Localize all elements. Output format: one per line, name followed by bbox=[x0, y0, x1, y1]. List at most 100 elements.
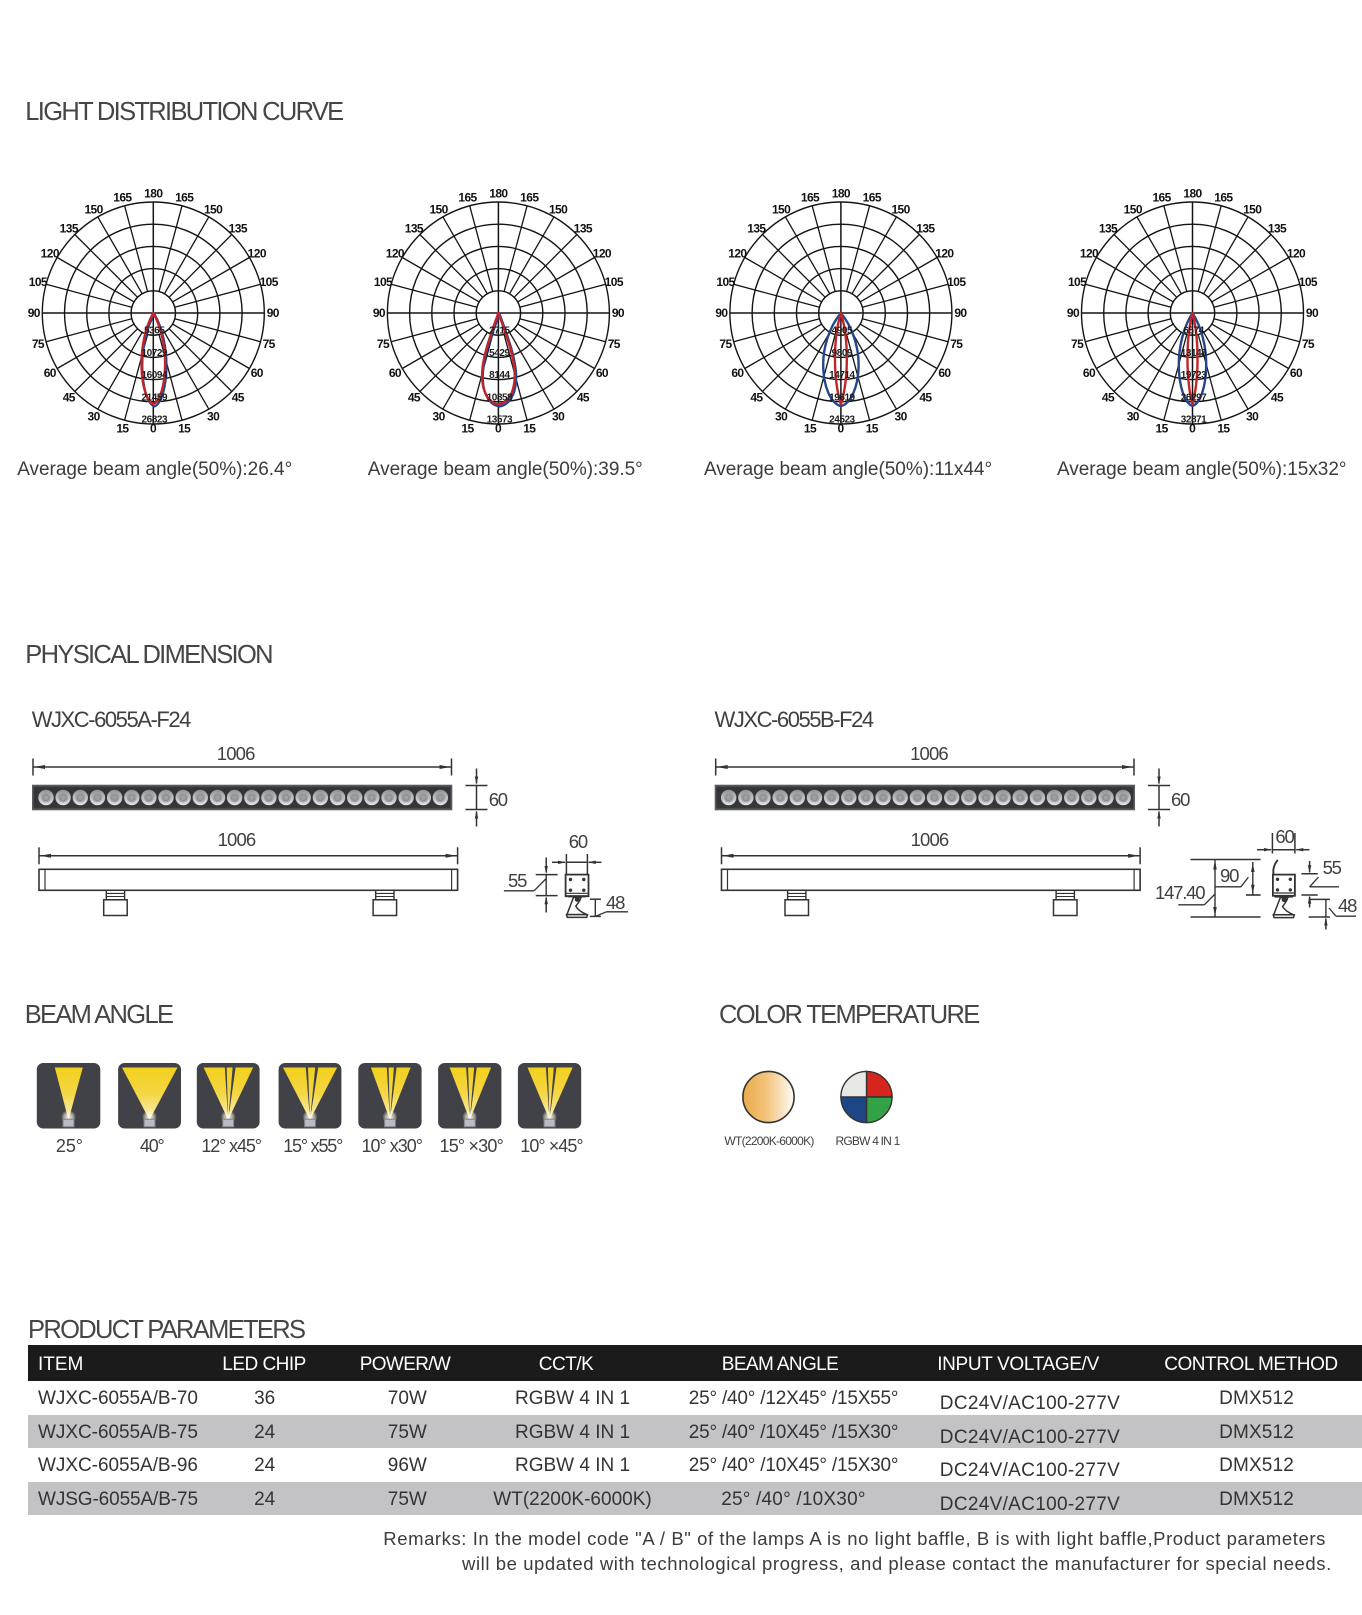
svg-text:180: 180 bbox=[832, 187, 851, 201]
svg-text:30: 30 bbox=[207, 410, 220, 424]
svg-text:30: 30 bbox=[433, 410, 446, 424]
svg-text:45: 45 bbox=[63, 391, 76, 405]
svg-text:90: 90 bbox=[1306, 306, 1319, 320]
svg-text:26297: 26297 bbox=[1181, 392, 1207, 403]
svg-text:16094: 16094 bbox=[142, 370, 168, 381]
svg-text:60: 60 bbox=[1290, 366, 1303, 380]
svg-text:165: 165 bbox=[801, 191, 820, 205]
svg-text:30: 30 bbox=[1127, 410, 1140, 424]
svg-text:45: 45 bbox=[750, 391, 763, 405]
svg-text:90: 90 bbox=[1067, 306, 1080, 320]
svg-text:135: 135 bbox=[229, 222, 248, 236]
svg-text:150: 150 bbox=[1124, 203, 1143, 217]
svg-text:21459: 21459 bbox=[142, 392, 168, 403]
svg-text:14714: 14714 bbox=[829, 370, 855, 381]
svg-text:180: 180 bbox=[144, 187, 163, 201]
svg-text:150: 150 bbox=[204, 203, 223, 217]
svg-text:150: 150 bbox=[772, 203, 791, 217]
svg-text:105: 105 bbox=[605, 275, 624, 289]
svg-text:0: 0 bbox=[838, 422, 845, 436]
svg-text:90: 90 bbox=[28, 306, 41, 320]
svg-text:105: 105 bbox=[374, 275, 393, 289]
svg-text:150: 150 bbox=[549, 203, 568, 217]
svg-text:45: 45 bbox=[408, 391, 421, 405]
svg-text:75: 75 bbox=[32, 337, 45, 351]
svg-text:60: 60 bbox=[938, 366, 951, 380]
svg-text:105: 105 bbox=[947, 275, 966, 289]
svg-text:105: 105 bbox=[1068, 275, 1087, 289]
svg-text:120: 120 bbox=[935, 246, 954, 260]
svg-text:135: 135 bbox=[405, 222, 424, 236]
svg-text:30: 30 bbox=[88, 410, 101, 424]
svg-text:30: 30 bbox=[1246, 410, 1259, 424]
svg-text:165: 165 bbox=[1152, 191, 1171, 205]
svg-text:45: 45 bbox=[919, 391, 932, 405]
svg-text:90: 90 bbox=[715, 306, 728, 320]
svg-text:165: 165 bbox=[458, 191, 477, 205]
svg-text:135: 135 bbox=[747, 222, 766, 236]
svg-text:60: 60 bbox=[389, 366, 402, 380]
svg-text:120: 120 bbox=[1080, 246, 1099, 260]
svg-text:15: 15 bbox=[116, 421, 129, 435]
svg-text:120: 120 bbox=[41, 246, 60, 260]
svg-text:165: 165 bbox=[1214, 191, 1233, 205]
svg-text:9809: 9809 bbox=[832, 348, 853, 359]
svg-text:105: 105 bbox=[260, 275, 279, 289]
svg-text:60: 60 bbox=[731, 366, 744, 380]
svg-text:8144: 8144 bbox=[489, 370, 510, 381]
svg-text:5429: 5429 bbox=[489, 348, 510, 359]
svg-text:105: 105 bbox=[1299, 275, 1318, 289]
svg-text:90: 90 bbox=[267, 306, 280, 320]
svg-text:180: 180 bbox=[489, 187, 508, 201]
svg-text:120: 120 bbox=[593, 246, 612, 260]
svg-text:135: 135 bbox=[1099, 222, 1118, 236]
svg-text:135: 135 bbox=[574, 222, 593, 236]
svg-text:15: 15 bbox=[461, 421, 474, 435]
svg-text:30: 30 bbox=[775, 410, 788, 424]
svg-text:90: 90 bbox=[954, 306, 967, 320]
svg-text:75: 75 bbox=[1302, 337, 1315, 351]
svg-text:5365: 5365 bbox=[144, 326, 165, 337]
svg-text:15: 15 bbox=[1156, 421, 1169, 435]
svg-text:150: 150 bbox=[891, 203, 910, 217]
svg-text:15: 15 bbox=[804, 421, 817, 435]
svg-text:10729: 10729 bbox=[142, 348, 168, 359]
svg-text:13148: 13148 bbox=[1181, 348, 1207, 359]
svg-text:120: 120 bbox=[248, 246, 267, 260]
svg-text:19723: 19723 bbox=[1181, 370, 1207, 381]
svg-text:165: 165 bbox=[520, 191, 539, 205]
svg-text:13573: 13573 bbox=[487, 415, 513, 426]
svg-text:4905: 4905 bbox=[832, 326, 853, 337]
svg-text:180: 180 bbox=[1183, 187, 1202, 201]
svg-text:90: 90 bbox=[373, 306, 386, 320]
svg-text:165: 165 bbox=[175, 191, 194, 205]
svg-text:19619: 19619 bbox=[829, 392, 855, 403]
svg-text:165: 165 bbox=[863, 191, 882, 205]
svg-text:45: 45 bbox=[232, 391, 245, 405]
svg-text:45: 45 bbox=[577, 391, 590, 405]
svg-text:26823: 26823 bbox=[142, 415, 168, 426]
svg-text:165: 165 bbox=[113, 191, 132, 205]
svg-text:150: 150 bbox=[1243, 203, 1262, 217]
svg-text:120: 120 bbox=[728, 246, 747, 260]
svg-text:0: 0 bbox=[495, 422, 502, 436]
svg-text:135: 135 bbox=[1268, 222, 1287, 236]
svg-text:15: 15 bbox=[866, 421, 879, 435]
svg-text:60: 60 bbox=[44, 366, 57, 380]
svg-text:150: 150 bbox=[429, 203, 448, 217]
svg-text:135: 135 bbox=[60, 222, 79, 236]
svg-text:75: 75 bbox=[950, 337, 963, 351]
svg-text:105: 105 bbox=[29, 275, 48, 289]
svg-text:120: 120 bbox=[1287, 246, 1306, 260]
svg-text:30: 30 bbox=[552, 410, 565, 424]
svg-text:150: 150 bbox=[84, 203, 103, 217]
svg-text:30: 30 bbox=[895, 410, 908, 424]
svg-text:32871: 32871 bbox=[1181, 415, 1207, 426]
svg-text:2715: 2715 bbox=[489, 326, 510, 337]
svg-text:15: 15 bbox=[1217, 421, 1230, 435]
svg-text:45: 45 bbox=[1271, 391, 1284, 405]
svg-text:60: 60 bbox=[1083, 366, 1096, 380]
svg-text:10858: 10858 bbox=[487, 392, 513, 403]
svg-text:24523: 24523 bbox=[829, 415, 855, 426]
svg-text:60: 60 bbox=[251, 366, 264, 380]
